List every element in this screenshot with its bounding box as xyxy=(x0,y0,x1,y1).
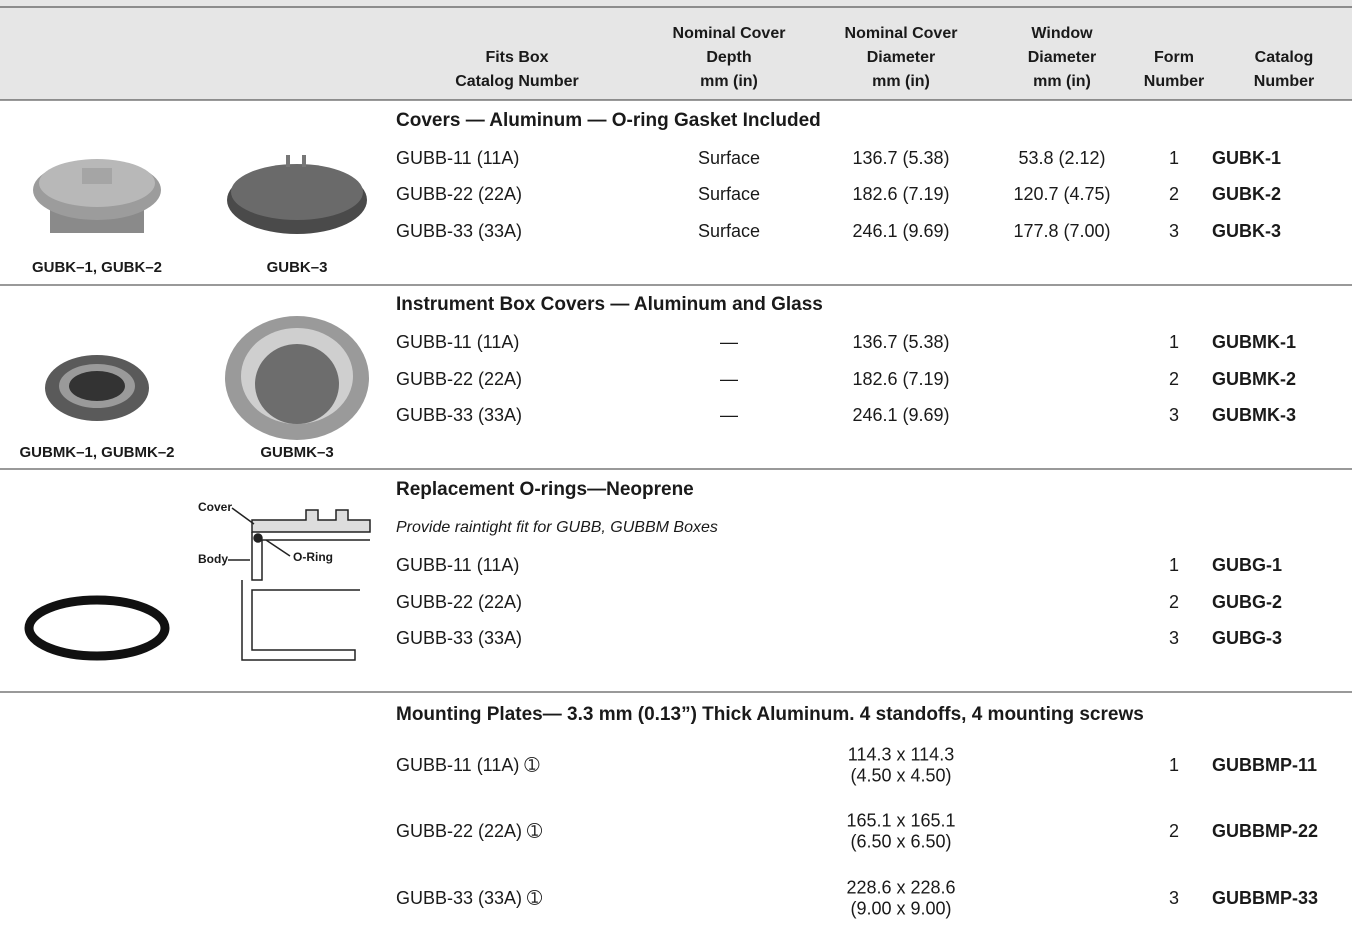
fits-box: GUBB-11 (11A) xyxy=(396,148,519,168)
cover-diameter: (6.50 x 6.50) xyxy=(850,831,951,851)
section-title: Replacement O-rings—Neoprene xyxy=(396,479,694,500)
form-number: 3 xyxy=(1169,888,1179,908)
form-number: 2 xyxy=(1169,821,1179,841)
form-number: 1 xyxy=(1169,555,1179,575)
fits-box: GUBB-11 (11A) xyxy=(396,332,519,352)
column-header: Nominal Cover xyxy=(673,25,786,42)
column-header: Depth xyxy=(706,49,751,66)
form-number: 3 xyxy=(1169,628,1179,648)
column-header: Nominal Cover xyxy=(845,25,958,42)
section-note: Provide raintight fit for GUBB, GUBBM Bo… xyxy=(396,519,718,536)
fits-box: GUBB-33 (33A) xyxy=(396,628,522,648)
catalog-number: GUBG-1 xyxy=(1212,555,1282,575)
catalog-number: GUBG-2 xyxy=(1212,592,1282,612)
section-title: Covers — Aluminum — O-ring Gasket Includ… xyxy=(396,110,821,131)
image-caption: GUBMK–1, GUBMK–2 xyxy=(19,444,174,461)
photo-gubk xyxy=(33,159,161,233)
diagram-label: O-Ring xyxy=(293,550,333,564)
diagram-label: Body xyxy=(198,552,228,566)
window-diameter: 177.8 (7.00) xyxy=(1013,221,1110,241)
fits-box: GUBB-22 (22A) xyxy=(396,369,522,389)
column-header: Form xyxy=(1154,49,1194,66)
photo-gubk-3 xyxy=(227,155,367,234)
photo-gubmk-3 xyxy=(225,316,369,440)
catalog-number: GUBMK-3 xyxy=(1212,405,1296,425)
form-number: 2 xyxy=(1169,592,1179,612)
column-header: Diameter xyxy=(1028,49,1096,66)
fits-box: GUBB-33 (33A) xyxy=(396,405,522,425)
form-number: 2 xyxy=(1169,184,1179,204)
cover-diameter: 246.1 (9.69) xyxy=(852,221,949,241)
header-band xyxy=(0,0,1352,100)
cover-depth: — xyxy=(720,405,738,425)
cover-diameter: (4.50 x 4.50) xyxy=(850,765,951,785)
window-diameter: 120.7 (4.75) xyxy=(1013,184,1110,204)
column-header: Window xyxy=(1031,25,1093,42)
catalog-number: GUBBMP-33 xyxy=(1212,888,1318,908)
photo-o-ring xyxy=(24,595,170,661)
section-title: Mounting Plates— 3.3 mm (0.13”) Thick Al… xyxy=(396,704,1144,725)
cover-diameter: 114.3 x 114.3 xyxy=(848,744,954,764)
column-header: Catalog Number xyxy=(455,73,579,90)
image-caption: GUBMK–3 xyxy=(260,444,333,461)
fits-box: GUBB-11 (11A) ➀ xyxy=(396,755,539,775)
column-header: Fits Box xyxy=(485,49,548,66)
cover-diameter: 182.6 (7.19) xyxy=(852,369,949,389)
fits-box: GUBB-11 (11A) xyxy=(396,555,519,575)
catalog-number: GUBBMP-11 xyxy=(1212,755,1317,775)
image-caption: GUBK–3 xyxy=(267,259,328,276)
fits-box: GUBB-22 (22A) ➀ xyxy=(396,821,542,841)
form-number: 2 xyxy=(1169,369,1179,389)
cover-diameter: 136.7 (5.38) xyxy=(852,148,949,168)
column-header: Number xyxy=(1144,73,1204,90)
image-caption: GUBK–1, GUBK–2 xyxy=(32,259,162,276)
cover-depth: — xyxy=(720,332,738,352)
catalog-number: GUBK-3 xyxy=(1212,221,1281,241)
cover-diameter: 246.1 (9.69) xyxy=(852,405,949,425)
column-header: Diameter xyxy=(867,49,935,66)
cover-diameter: (9.00 x 9.00) xyxy=(850,898,951,918)
fits-box: GUBB-22 (22A) xyxy=(396,592,522,612)
cover-diameter: 165.1 x 165.1 xyxy=(846,810,955,830)
column-header: mm (in) xyxy=(700,73,758,90)
catalog-number: GUBMK-2 xyxy=(1212,369,1296,389)
catalog-number: GUBMK-1 xyxy=(1212,332,1296,352)
column-header: mm (in) xyxy=(872,73,930,90)
catalog-number: GUBBMP-22 xyxy=(1212,821,1318,841)
cover-depth: Surface xyxy=(698,221,760,241)
column-header: Number xyxy=(1254,73,1314,90)
diagram-label: Cover xyxy=(198,500,232,514)
form-number: 1 xyxy=(1169,332,1179,352)
catalog-number: GUBK-1 xyxy=(1212,148,1281,168)
cover-depth: Surface xyxy=(698,184,760,204)
form-number: 3 xyxy=(1169,221,1179,241)
catalog-number: GUBG-3 xyxy=(1212,628,1282,648)
column-header: mm (in) xyxy=(1033,73,1091,90)
section-title: Instrument Box Covers — Aluminum and Gla… xyxy=(396,294,823,315)
fits-box: GUBB-33 (33A) ➀ xyxy=(396,888,542,908)
form-number: 1 xyxy=(1169,755,1179,775)
catalog-number: GUBK-2 xyxy=(1212,184,1281,204)
cover-depth: — xyxy=(720,369,738,389)
cover-diameter: 136.7 (5.38) xyxy=(852,332,949,352)
form-number: 3 xyxy=(1169,405,1179,425)
photo-gubmk xyxy=(45,355,149,421)
cover-diameter: 228.6 x 228.6 xyxy=(846,877,955,897)
cover-depth: Surface xyxy=(698,148,760,168)
cover-diameter: 182.6 (7.19) xyxy=(852,184,949,204)
fits-box: GUBB-33 (33A) xyxy=(396,221,522,241)
column-header: Catalog xyxy=(1255,49,1314,66)
form-number: 1 xyxy=(1169,148,1179,168)
window-diameter: 53.8 (2.12) xyxy=(1018,148,1105,168)
o-ring-diagram xyxy=(228,507,371,661)
fits-box: GUBB-22 (22A) xyxy=(396,184,522,204)
